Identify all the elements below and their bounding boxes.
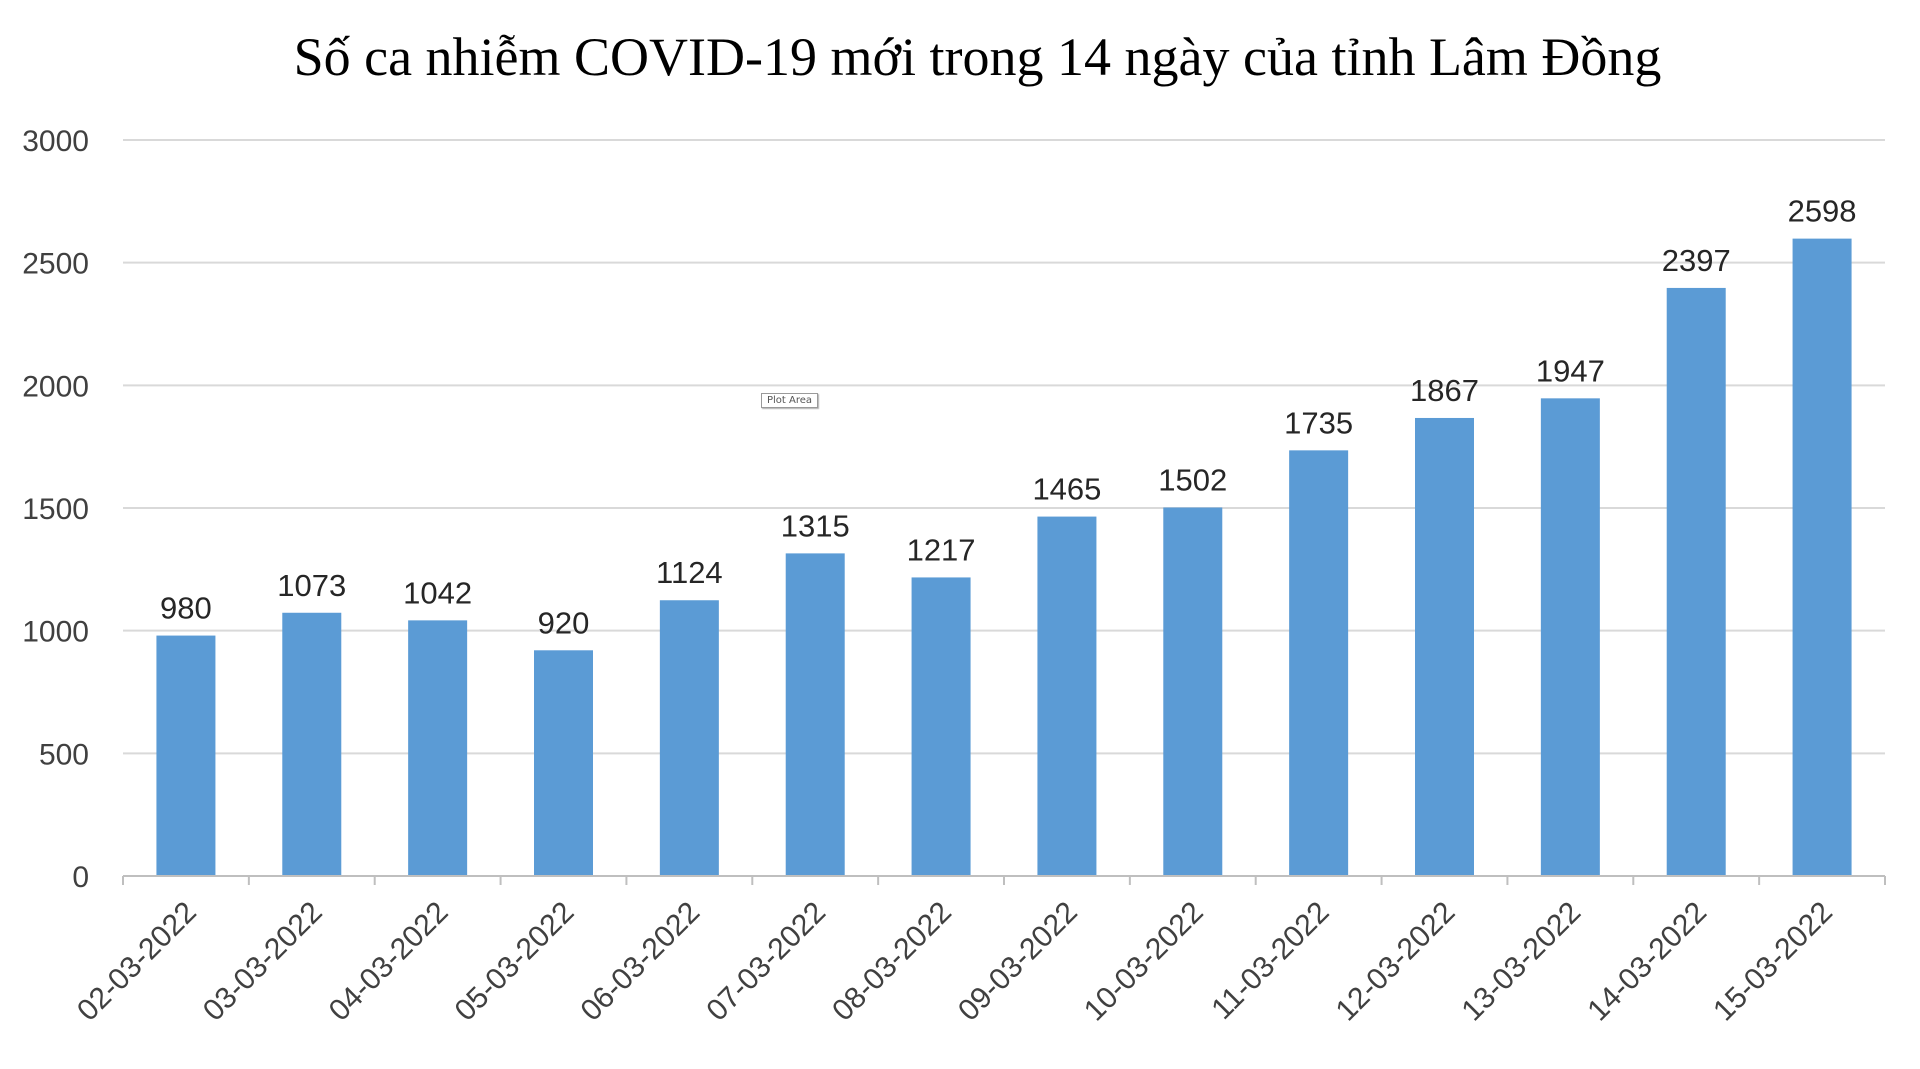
x-tick-label: 03-03-2022 <box>197 896 329 1028</box>
bar <box>282 612 342 876</box>
gridlines <box>123 139 1885 755</box>
data-label: 1947 <box>1536 353 1605 388</box>
x-tick-label: 06-03-2022 <box>574 896 706 1028</box>
y-tick-label: 1500 <box>22 493 89 526</box>
x-tick-label: 15-03-2022 <box>1707 896 1839 1028</box>
x-tick-label: 11-03-2022 <box>1205 896 1335 1026</box>
bar <box>1163 507 1223 876</box>
x-tick-label: 08-03-2022 <box>826 896 958 1028</box>
y-tick-label: 2000 <box>22 370 89 403</box>
x-tick-label: 14-03-2022 <box>1581 896 1713 1028</box>
bar <box>785 553 845 876</box>
x-tick-label: 12-03-2022 <box>1330 896 1462 1028</box>
data-label: 980 <box>160 591 212 626</box>
x-tick-label: 09-03-2022 <box>952 896 1084 1028</box>
plot-area-tooltip: Plot Area <box>761 393 819 408</box>
x-tick-label: 13-03-2022 <box>1455 896 1587 1028</box>
data-label: 920 <box>538 605 590 640</box>
y-axis-ticks: 0 500 1000 1500 2000 2500 3000 <box>22 125 89 894</box>
data-labels: 980 1073 1042 920 1124 1315 1217 1465 1502 1735 18… <box>160 194 1856 641</box>
x-tick-label: 02-03-2022 <box>71 896 203 1028</box>
y-tick-label: 2500 <box>22 248 89 281</box>
bar <box>534 650 593 876</box>
data-label: 1315 <box>781 508 850 543</box>
data-label: 1502 <box>1158 463 1227 498</box>
bar <box>1415 417 1474 876</box>
x-tick-label: 07-03-2022 <box>700 896 832 1028</box>
bar <box>1666 287 1726 876</box>
data-label: 1735 <box>1284 405 1353 440</box>
bar <box>408 620 468 876</box>
x-tick-label: 10-03-2022 <box>1078 896 1210 1028</box>
data-label: 2598 <box>1788 194 1857 229</box>
bar <box>1540 398 1600 876</box>
bar <box>1792 238 1852 876</box>
x-axis <box>122 875 1886 885</box>
bar <box>1289 450 1349 876</box>
data-label: 2397 <box>1662 243 1731 278</box>
bar <box>911 577 971 876</box>
bars <box>156 238 1852 876</box>
y-tick-label: 3000 <box>22 125 89 158</box>
y-tick-label: 500 <box>39 738 89 771</box>
data-label: 1217 <box>907 532 976 567</box>
x-tick-label: 04-03-2022 <box>323 896 455 1028</box>
x-tick-label: 05-03-2022 <box>449 896 581 1028</box>
data-label: 1867 <box>1410 373 1479 408</box>
chart-title: Số ca nhiễm COVID-19 mới trong 14 ngày c… <box>293 27 1662 87</box>
y-tick-label: 1000 <box>22 616 89 649</box>
data-label: 1465 <box>1032 472 1101 507</box>
bar <box>659 600 719 876</box>
data-label: 1073 <box>277 568 346 603</box>
bar <box>156 635 216 876</box>
data-label: 1042 <box>403 575 472 610</box>
data-label: 1124 <box>656 555 723 590</box>
y-tick-label: 0 <box>72 861 89 894</box>
bar <box>1037 516 1097 876</box>
x-axis-labels: 02-03-202203-03-202204-03-202205-03-2022… <box>71 896 1839 1028</box>
